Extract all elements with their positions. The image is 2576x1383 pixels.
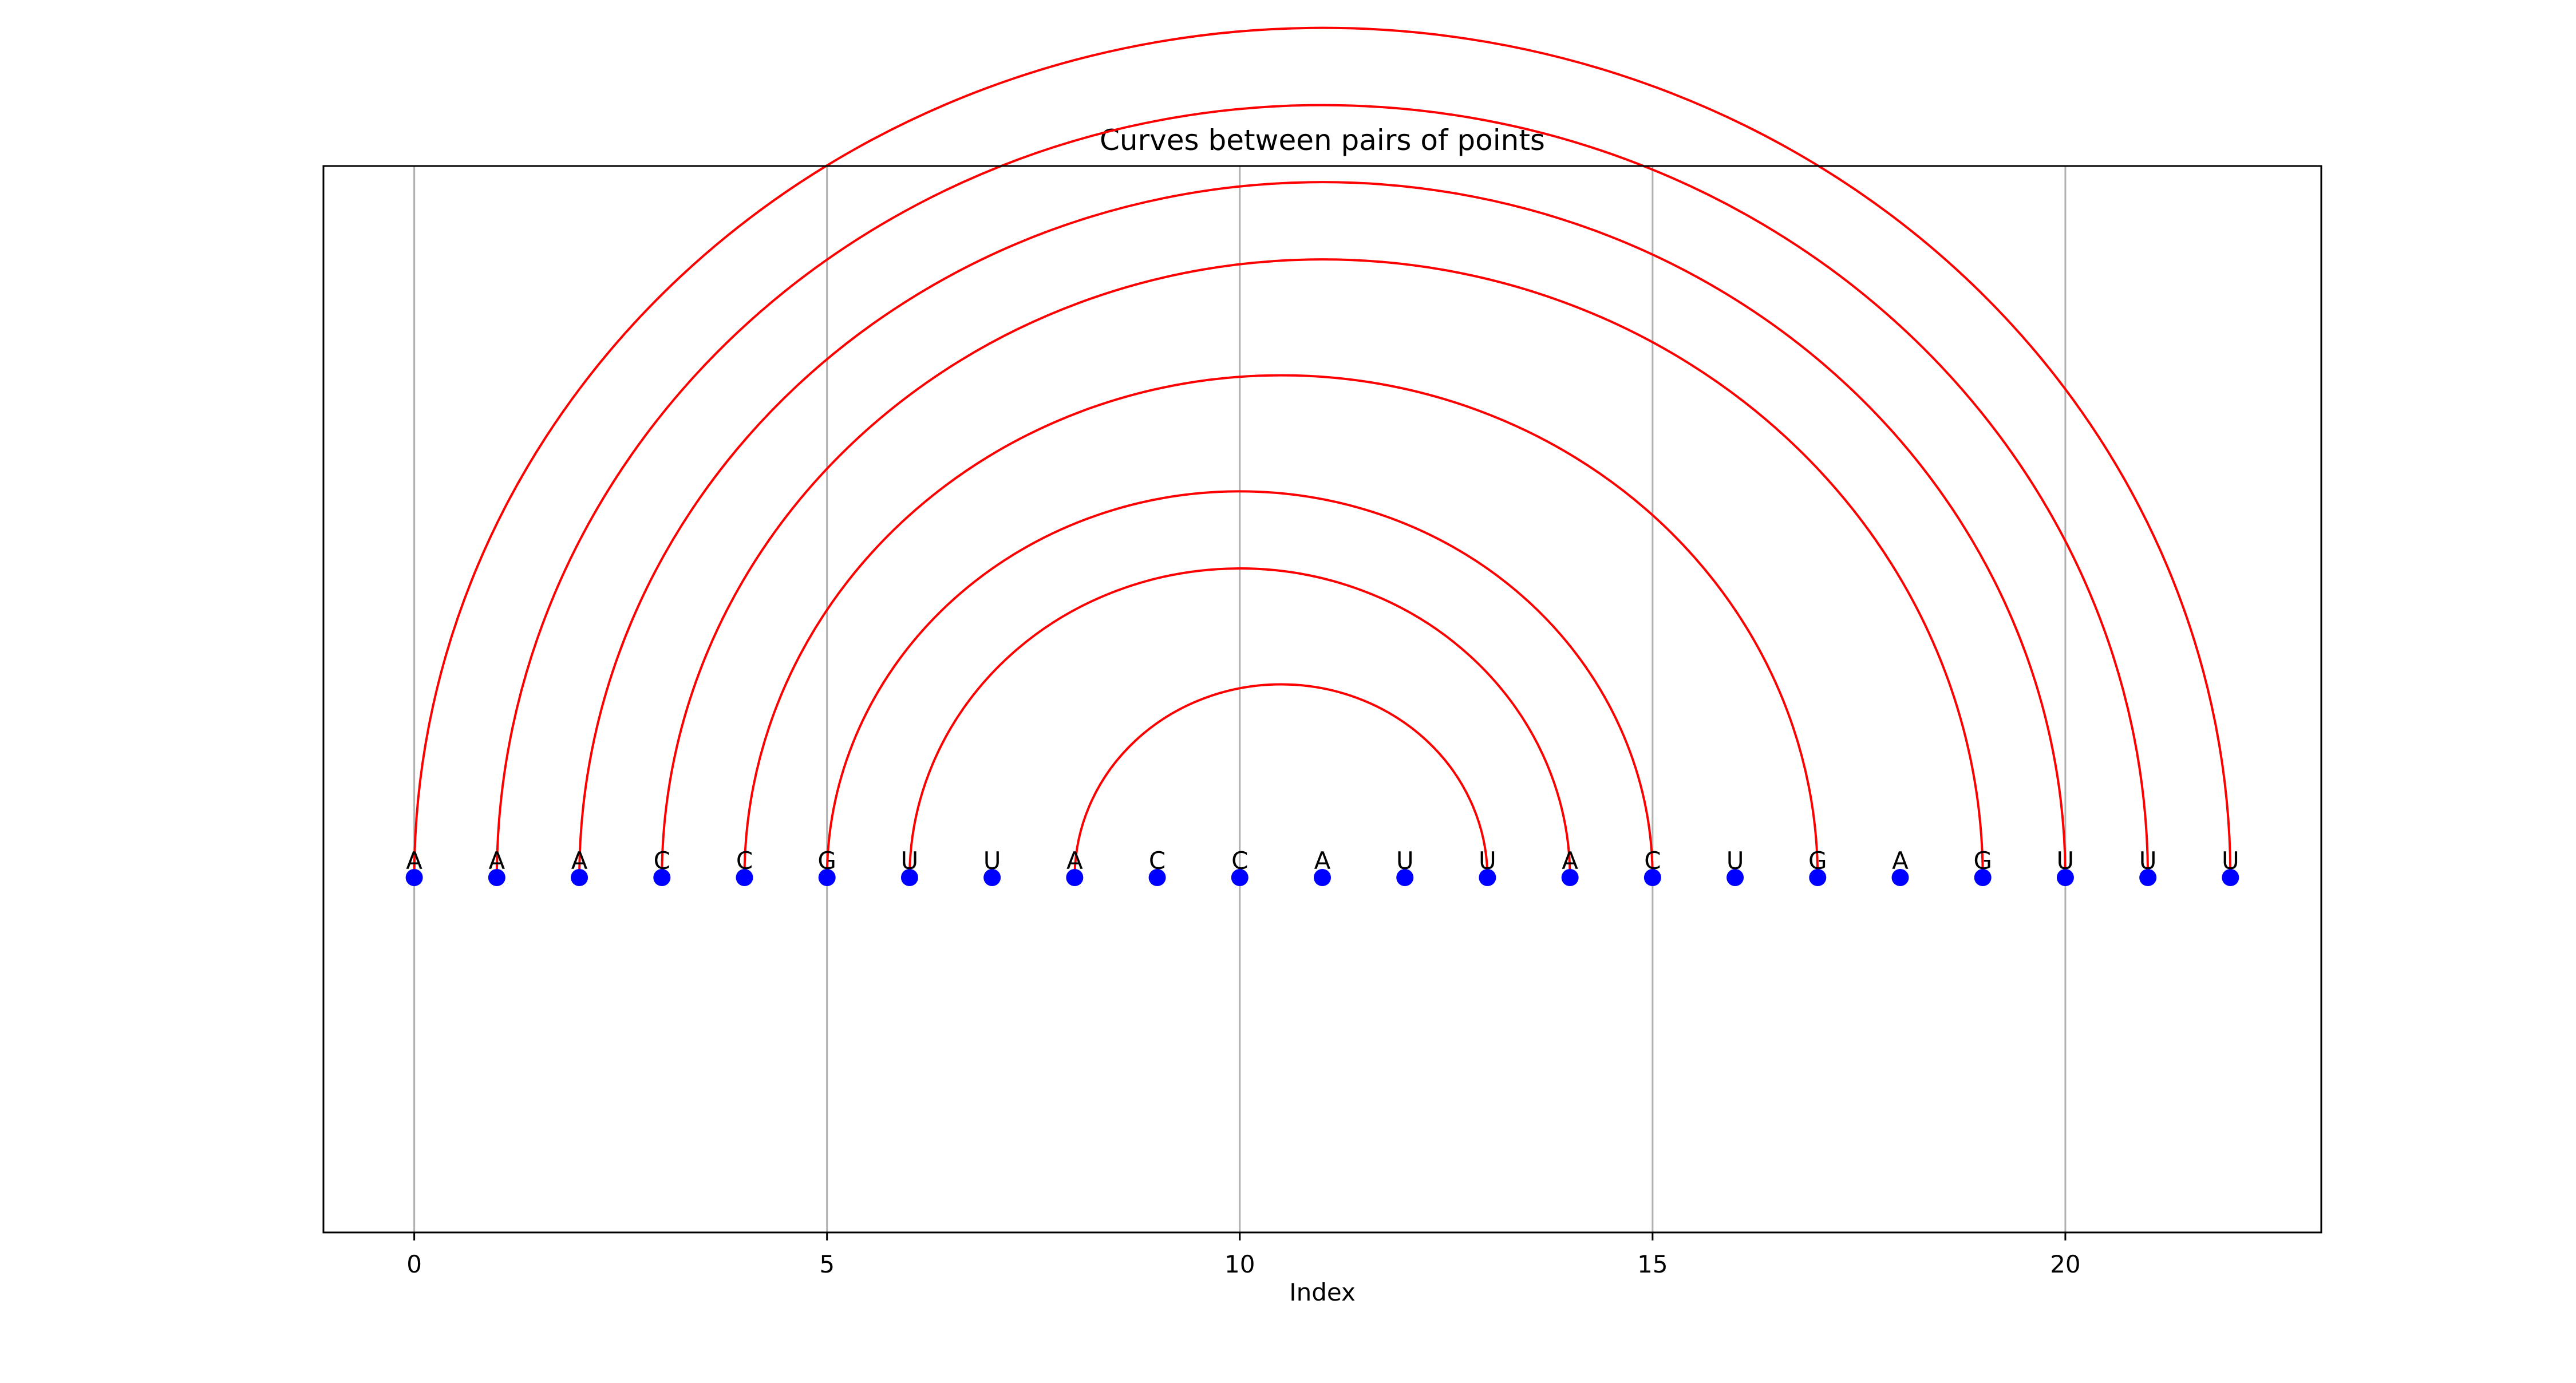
point-label-8: A: [1066, 847, 1083, 875]
point-22: [2222, 869, 2239, 886]
x-axis-ticks: 0 5 10 15 20: [406, 1232, 2081, 1278]
point-label-13: U: [1479, 847, 1496, 875]
x-axis-label: Index: [1289, 1278, 1356, 1306]
point-17: [1809, 869, 1827, 886]
point-label-21: U: [2139, 847, 2157, 875]
point-label-19: G: [1973, 847, 1992, 875]
point-label-4: C: [736, 847, 753, 875]
grid-lines: [413, 166, 2067, 1232]
point-label-3: C: [654, 847, 670, 875]
arc-curves: [413, 26, 2232, 878]
point-6: [900, 869, 918, 886]
point-8: [1066, 869, 1084, 886]
x-tick-label: 10: [1224, 1250, 1255, 1278]
chart-title: Curves between pairs of points: [1100, 124, 1545, 157]
point-9: [1148, 869, 1166, 886]
point-label-5: G: [817, 847, 836, 875]
point-20: [2056, 869, 2074, 886]
arc-0-22: [413, 26, 2232, 878]
arc-2-20: [578, 181, 2067, 878]
point-label-9: C: [1149, 847, 1165, 875]
x-tick-label: 15: [1637, 1250, 1668, 1278]
point-label-15: C: [1644, 847, 1661, 875]
arc-8-13: [1074, 685, 1487, 878]
point-11: [1314, 869, 1331, 886]
point-label-1: A: [488, 847, 505, 875]
arc-3-19: [661, 258, 1984, 878]
point-label-18: A: [1892, 847, 1909, 875]
arc-4-17: [744, 376, 1818, 878]
point-label-17: G: [1808, 847, 1827, 875]
point-label-2: A: [571, 847, 588, 875]
x-tick-label: 0: [406, 1250, 422, 1278]
point-14: [1561, 869, 1579, 886]
x-tick-label: 5: [819, 1250, 835, 1278]
point-label-14: A: [1562, 847, 1578, 875]
point-7: [983, 869, 1001, 886]
point-label-11: A: [1314, 847, 1331, 875]
point-label-7: U: [983, 847, 1001, 875]
x-tick-label: 20: [2050, 1250, 2080, 1278]
point-12: [1396, 869, 1414, 886]
point-0: [405, 869, 423, 886]
point-label-12: U: [1396, 847, 1414, 875]
data-points: [405, 869, 2239, 886]
point-label-22: U: [2222, 847, 2239, 875]
point-1: [488, 869, 505, 886]
point-10: [1231, 869, 1249, 886]
point-2: [571, 869, 588, 886]
point-16: [1726, 869, 1744, 886]
point-13: [1479, 869, 1496, 886]
point-19: [1974, 869, 1992, 886]
point-15: [1643, 869, 1661, 886]
arc-5-15: [825, 490, 1654, 878]
point-5: [818, 869, 836, 886]
point-3: [653, 869, 671, 886]
point-21: [2139, 869, 2157, 886]
point-label-6: U: [901, 847, 919, 875]
point-label-16: U: [1726, 847, 1744, 875]
point-label-20: U: [2057, 847, 2075, 875]
arc-1-21: [495, 104, 2150, 878]
point-4: [736, 869, 753, 886]
point-18: [1891, 869, 1909, 886]
point-label-0: A: [406, 847, 422, 875]
plot-frame: [322, 165, 2322, 1234]
point-label-10: C: [1231, 847, 1248, 875]
